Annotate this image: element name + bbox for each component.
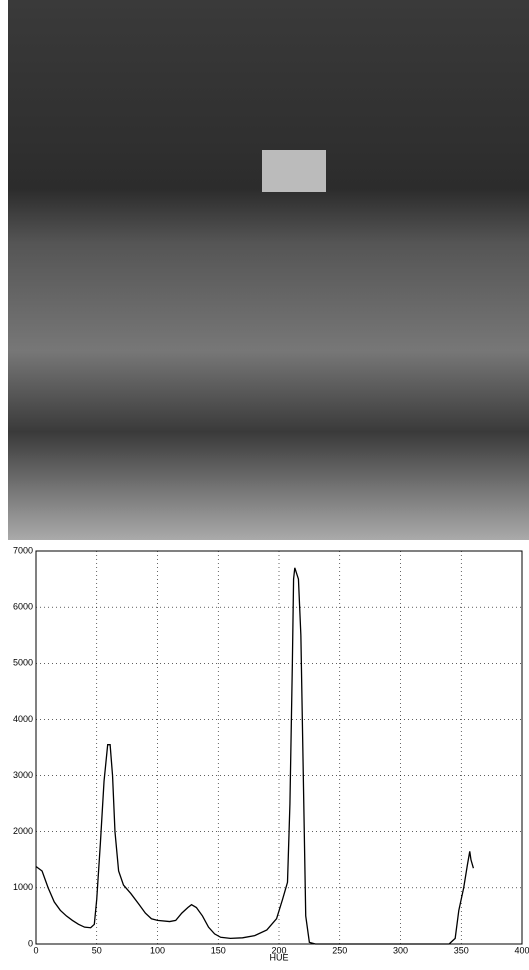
x-axis-label: HUE: [269, 952, 288, 962]
y-tick-label: 1000: [13, 882, 33, 892]
x-tick-label: 100: [150, 945, 165, 955]
y-tick-label: 3000: [13, 770, 33, 780]
x-tick-label: 150: [211, 945, 226, 955]
y-tick-label: 4000: [13, 714, 33, 724]
data-line: [35, 567, 475, 945]
x-tick-label: 250: [332, 945, 347, 955]
y-tick-label: 7000: [13, 545, 33, 555]
x-tick-label: 350: [454, 945, 469, 955]
y-tick-label: 2000: [13, 826, 33, 836]
x-tick-label: 300: [393, 945, 408, 955]
x-tick-label: 400: [514, 945, 529, 955]
y-tick-label: 5000: [13, 658, 33, 668]
y-tick-label: 6000: [13, 602, 33, 612]
photo: [8, 0, 529, 540]
x-tick-label: 200: [271, 945, 286, 955]
x-tick-label: 0: [33, 945, 38, 955]
x-tick-label: 50: [92, 945, 102, 955]
photo-house: [262, 150, 326, 192]
y-tick-label: 0: [28, 938, 33, 948]
